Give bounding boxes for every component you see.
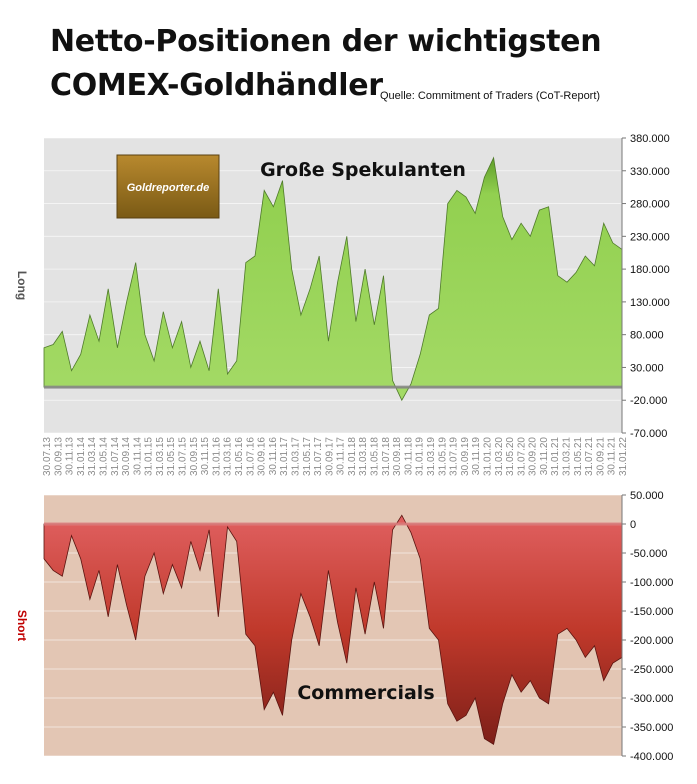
long-series-annotation: Große Spekulanten: [260, 159, 466, 181]
x-tick-label: 31.07.17: [313, 437, 324, 476]
x-tick-label: 31.03.18: [358, 437, 369, 476]
x-tick-label: 31.03.21: [562, 437, 573, 476]
x-tick-label: 30.11.21: [607, 437, 618, 476]
x-tick-label: 30.11.20: [539, 437, 550, 476]
goldreporter-logo: Goldreporter.de: [116, 154, 220, 219]
short-tick-label: -300.000: [630, 693, 673, 705]
long-tick-label: 130.000: [630, 297, 670, 309]
short-series-annotation: Commercials: [297, 682, 434, 704]
x-tick-label: 30.09.17: [324, 437, 335, 476]
x-tick-label: 31.01.16: [211, 437, 222, 476]
short-tick-label: -350.000: [630, 722, 673, 734]
chart-title-line-1: Netto-Positionen der wichtigsten: [50, 24, 602, 59]
x-tick-label: 31.05.19: [437, 437, 448, 476]
long-axis-label: Long: [15, 271, 29, 300]
x-tick-label: 31.01.14: [76, 437, 87, 476]
x-tick-label: 30.09.21: [595, 437, 606, 476]
long-tick-label: 280.000: [630, 199, 670, 211]
x-tick-label: 31.05.17: [302, 437, 313, 476]
source-note: Quelle: Commitment of Traders (CoT-Repor…: [380, 90, 601, 102]
x-tick-label: 31.01.18: [347, 437, 358, 476]
x-tick-label: 30.11.15: [200, 437, 211, 476]
x-axis: 30.07.13 30.09.13 30.11.13 31.01.14 31.03.14…: [42, 437, 629, 476]
x-tick-label: 30.09.14: [121, 437, 132, 476]
x-tick-label: 30.11.13: [65, 437, 76, 476]
x-tick-label: 31.03.14: [87, 437, 98, 476]
x-tick-label: 31.03.19: [426, 437, 437, 476]
x-tick-label: 30.09.13: [53, 437, 64, 476]
x-tick-label: 31.05.14: [98, 437, 109, 476]
x-tick-label: 30.11.14: [132, 437, 143, 476]
long-tick-label: 230.000: [630, 231, 670, 243]
short-tick-label: -150.000: [630, 606, 673, 618]
x-tick-label: 30.09.15: [189, 437, 200, 476]
x-tick-label: 31.05.21: [573, 437, 584, 476]
x-tick-label: 31.05.15: [166, 437, 177, 476]
x-tick-label: 31.01.20: [482, 437, 493, 476]
x-tick-label: 31.07.18: [381, 437, 392, 476]
x-tick-label: 31.01.21: [550, 437, 561, 476]
short-tick-label: -100.000: [630, 577, 673, 589]
chart-title-line-2: COMEX-Goldhändler: [50, 68, 383, 103]
short-tick-label: 50.000: [630, 490, 664, 502]
short-tick-label: 0: [630, 519, 636, 531]
x-tick-label: 31.01.22: [618, 437, 629, 476]
x-tick-label: 31.03.20: [494, 437, 505, 476]
x-tick-label: 31.07.20: [516, 437, 527, 476]
short-panel: 50.000 0 -50.000 -100.000 -150.000 -200.000 -2…: [15, 490, 673, 763]
x-tick-label: 31.01.15: [144, 437, 155, 476]
long-tick-label: 30.000: [630, 362, 664, 374]
x-tick-label: 30.11.16: [268, 437, 279, 476]
short-area-series: [43, 514, 623, 746]
long-tick-label: 80.000: [630, 330, 664, 342]
short-tick-label: -250.000: [630, 664, 673, 676]
short-tick-label: -50.000: [630, 548, 667, 560]
short-tick-label: -200.000: [630, 635, 673, 647]
x-tick-label: 30.11.19: [471, 437, 482, 476]
x-tick-label: 31.07.19: [449, 437, 460, 476]
x-tick-label: 31.07.14: [110, 437, 121, 476]
x-tick-label: 31.05.20: [505, 437, 516, 476]
logo-text: Goldreporter.de: [127, 182, 210, 194]
x-tick-label: 30.09.16: [257, 437, 268, 476]
x-tick-label: 30.11.18: [403, 437, 414, 476]
x-tick-label: 31.01.17: [279, 437, 290, 476]
long-area-series: [43, 156, 623, 402]
long-tick-label: 380.000: [630, 133, 670, 145]
x-tick-label: 31.07.16: [245, 437, 256, 476]
x-tick-label: 30.09.18: [392, 437, 403, 476]
x-tick-label: 31.07.15: [178, 437, 189, 476]
x-tick-label: 31.03.15: [155, 437, 166, 476]
long-tick-label: 180.000: [630, 264, 670, 276]
short-tick-label: -400.000: [630, 751, 673, 763]
short-axis-label: Short: [15, 610, 29, 641]
long-tick-label: 330.000: [630, 166, 670, 178]
x-tick-label: 30.09.20: [528, 437, 539, 476]
long-tick-label: -20.000: [630, 395, 667, 407]
x-tick-label: 30.07.13: [42, 437, 53, 476]
x-tick-label: 31.07.21: [584, 437, 595, 476]
long-tick-label: -70.000: [630, 428, 667, 440]
x-tick-label: 31.05.18: [370, 437, 381, 476]
x-tick-label: 31.01.19: [415, 437, 426, 476]
x-tick-label: 31.03.16: [223, 437, 234, 476]
x-tick-label: 30.09.19: [460, 437, 471, 476]
x-tick-label: 30.11.17: [336, 437, 347, 476]
x-tick-label: 31.03.17: [290, 437, 301, 476]
x-tick-label: 31.05.16: [234, 437, 245, 476]
long-panel: 380.000 330.000 280.000 230.000 180.000 130.0…: [15, 133, 670, 440]
